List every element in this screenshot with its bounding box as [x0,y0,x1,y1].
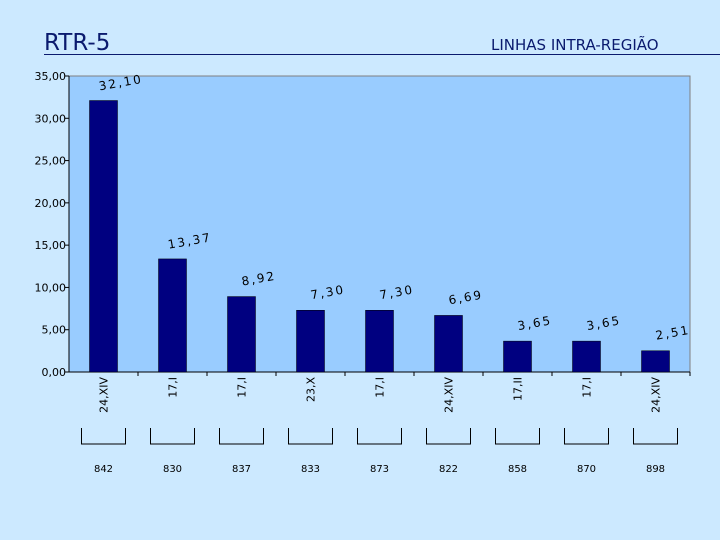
bar [158,258,187,373]
code-bracket [219,428,264,445]
bar [296,310,325,373]
code-label: 873 [370,464,389,475]
bar [89,100,118,373]
code-label: 830 [163,464,182,475]
code-bracket [426,428,471,445]
code-bracket [150,428,195,445]
y-tick-label: 35,00 [35,70,67,83]
code-label: 898 [646,464,665,475]
y-tick-label: 30,00 [35,112,67,125]
y-tick-label: 10,00 [35,281,67,294]
code-bracket [633,428,678,445]
bar [641,350,670,373]
code-label: 833 [301,464,320,475]
category-label: 17,I [581,377,594,398]
bar [227,296,256,373]
bar [434,315,463,373]
value-label: 6,69 [447,288,484,308]
y-tick-label: 0,00 [42,366,67,379]
category-label: 17,I [374,377,387,398]
bar [365,310,394,373]
value-label: 7,30 [378,282,415,302]
code-label: 822 [439,464,458,475]
title-underline [44,54,720,55]
category-label: 23,X [305,377,318,402]
y-tick-label: 25,00 [35,155,67,168]
y-tick-label: 5,00 [42,324,67,337]
code-bracket [81,428,126,445]
code-bracket [564,428,609,445]
chart-title: RTR-5 [44,30,111,56]
value-label: 7,30 [309,282,346,302]
category-label: 17,I [167,377,180,398]
category-label: 17,I [236,377,249,398]
code-bracket [357,428,402,445]
bar [572,340,601,373]
y-tick-label: 15,00 [35,239,67,252]
category-label: 24,XIV [98,377,111,413]
code-label: 858 [508,464,527,475]
category-label: 17,II [512,377,525,401]
value-label: 3,65 [585,313,622,333]
bar [503,340,532,373]
chart-subtitle: LINHAS INTRA-REGIÃO [491,36,659,54]
value-label: 2,51 [654,323,691,343]
value-label: 8,92 [240,269,277,289]
code-label: 842 [94,464,113,475]
category-label: 24,XIV [443,377,456,413]
code-bracket [495,428,540,445]
code-label: 870 [577,464,596,475]
value-label: 3,65 [516,313,553,333]
code-bracket [288,428,333,445]
y-tick-label: 20,00 [35,197,67,210]
code-label: 837 [232,464,251,475]
category-label: 24,XIV [650,377,663,413]
